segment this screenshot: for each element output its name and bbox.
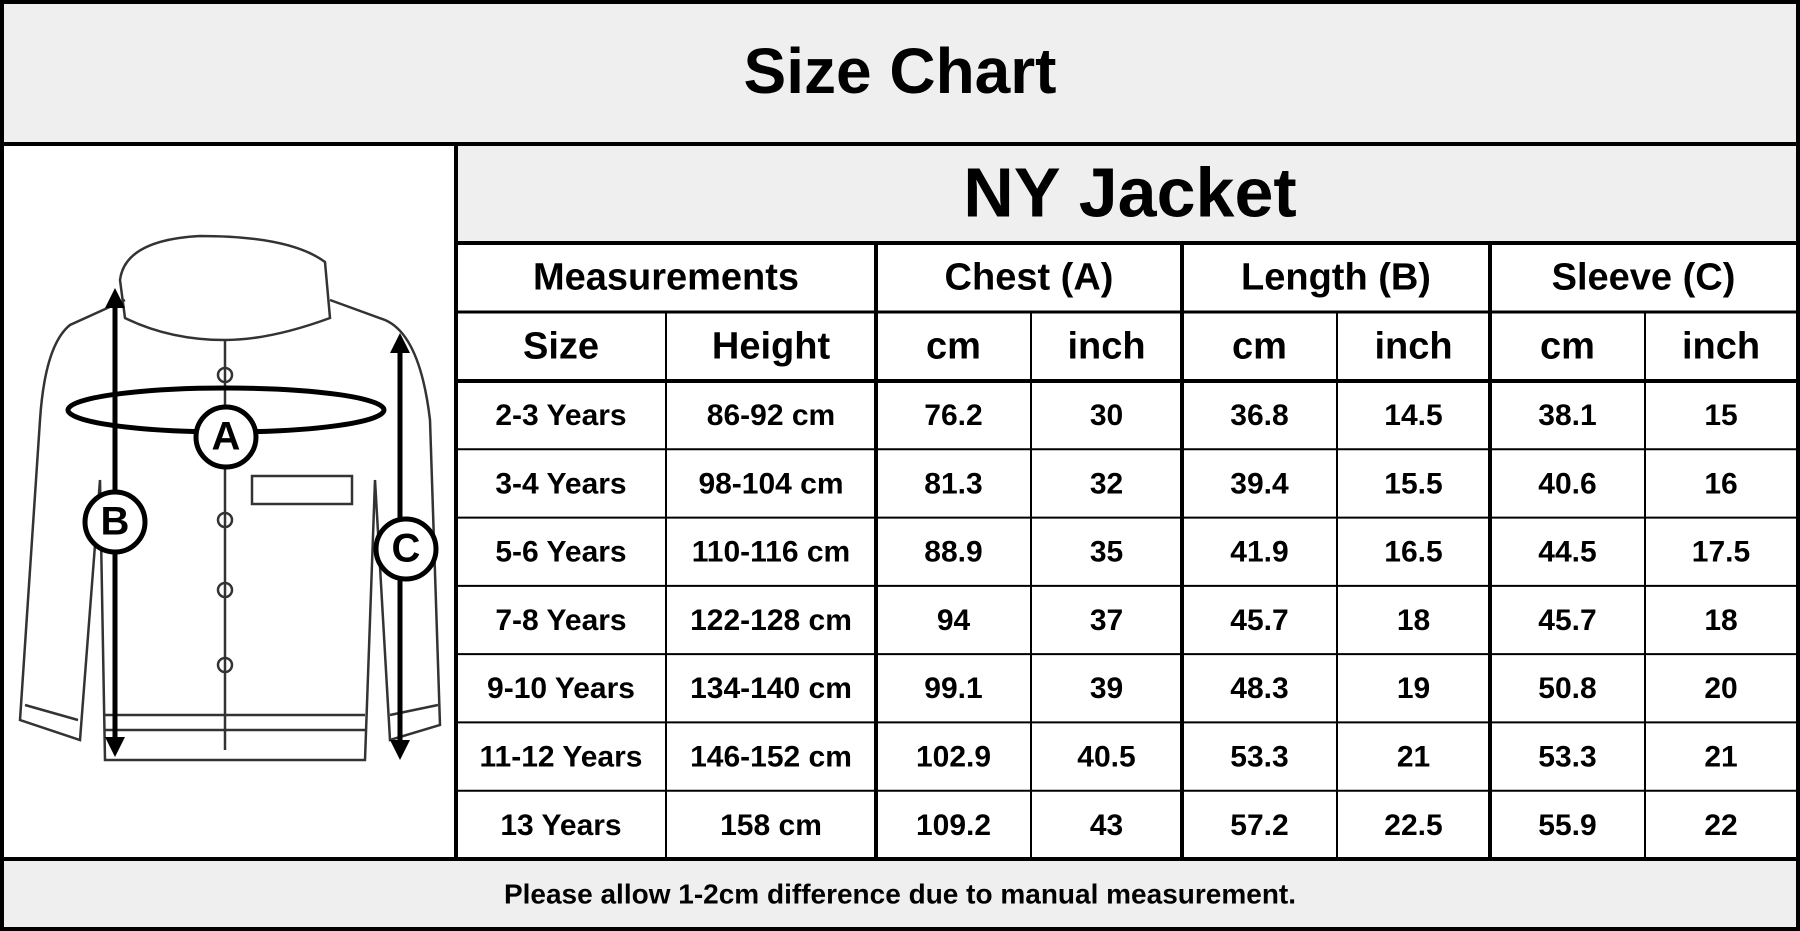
table-cell: 14.5 [1384,399,1442,432]
label-a: A [193,404,259,470]
column-header: cm [926,326,981,368]
table-cell: 18 [1704,604,1737,637]
table-cell: 98-104 cm [698,467,843,500]
table-cell: 44.5 [1538,536,1596,569]
table-cell: 110-116 cm [692,536,850,569]
table-cell: 2-3 Years [495,399,626,432]
table-cell: 55.9 [1538,809,1596,842]
column-header: cm [1540,326,1595,368]
table-cell: 81.3 [924,467,982,500]
footer-note: Please allow 1-2cm difference due to man… [504,878,1296,909]
table-cell: 158 cm [720,809,822,842]
jacket-sketch: A B C [18,234,442,762]
table-cell: 99.1 [924,672,982,705]
product-name: NY Jacket [963,153,1296,231]
column-header: cm [1232,326,1287,368]
table-cell: 16 [1704,467,1737,500]
column-header: inch [1374,326,1452,368]
table-cell: 41.9 [1230,536,1288,569]
title-band [0,0,1800,144]
table-cell: 134-140 cm [690,672,852,705]
table-cell: 45.7 [1230,604,1288,637]
table-cell: 30 [1090,399,1123,432]
footer-band [0,859,1800,931]
table-cell: 9-10 Years [487,672,635,705]
table-cell: 18 [1397,604,1430,637]
table-cell: 53.3 [1538,740,1596,773]
product-band [456,144,1800,243]
table-cell: 102.9 [916,740,991,773]
table-cell: 39.4 [1230,467,1289,500]
table-cell: 35 [1090,536,1123,569]
table-cell: 38.1 [1538,399,1596,432]
group-header: Chest (A) [945,257,1114,299]
column-header: Size [523,326,599,368]
table-cell: 11-12 Years [480,740,643,773]
table-cell: 88.9 [924,536,982,569]
table-cell: 50.8 [1538,672,1596,705]
table-cell: 94 [937,604,971,637]
table-cell: 13 Years [500,809,621,842]
diagram-label: C [392,527,421,571]
table-cell: 43 [1090,809,1123,842]
column-header: inch [1682,326,1760,368]
title: Size Chart [744,35,1057,107]
table-cell: 15.5 [1384,467,1442,500]
table-cell: 45.7 [1538,604,1596,637]
table-cell: 57.2 [1230,809,1288,842]
table-cell: 146-152 cm [690,740,852,773]
table-cell: 3-4 Years [495,467,626,500]
table-cell: 53.3 [1230,740,1288,773]
table-cell: 19 [1397,672,1430,705]
table-cell: 76.2 [924,399,982,432]
table-cell: 22 [1704,809,1737,842]
table-cell: 39 [1090,672,1123,705]
table-cell: 86-92 cm [707,399,835,432]
table-cell: 40.6 [1538,467,1596,500]
table-cell: 40.5 [1077,740,1135,773]
table-cell: 48.3 [1230,672,1288,705]
diagram-label: B [101,500,130,544]
table-cell: 20 [1704,672,1737,705]
label-b: B [82,489,148,555]
table-cell: 21 [1704,740,1737,773]
table-cell: 7-8 Years [495,604,626,637]
column-header: inch [1067,326,1145,368]
group-header: Sleeve (C) [1552,257,1736,299]
table-cell: 109.2 [916,809,991,842]
group-header: Measurements [533,257,799,299]
table-cell: 37 [1090,604,1123,637]
group-header: Length (B) [1241,257,1431,299]
table-cell: 32 [1090,467,1123,500]
diagram-label: A [212,415,241,459]
label-c: C [373,516,439,582]
table-cell: 15 [1704,399,1737,432]
table-cell: 17.5 [1692,536,1750,569]
table-cell: 122-128 cm [690,604,852,637]
table-cell: 22.5 [1384,809,1442,842]
column-header: Height [712,326,831,368]
table-cell: 36.8 [1230,399,1288,432]
table-cell: 16.5 [1384,536,1442,569]
table-cell: 21 [1397,740,1430,773]
table-cell: 5-6 Years [495,536,626,569]
